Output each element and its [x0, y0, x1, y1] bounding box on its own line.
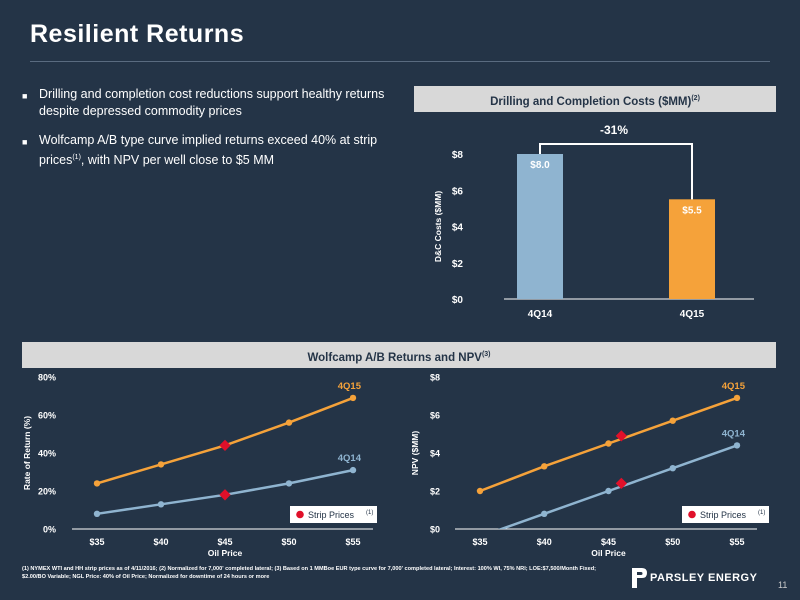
footnote: (1) NYMEX WTI and HH strip prices as of … [22, 566, 597, 580]
y-tick-label: $4 [430, 449, 440, 459]
x-tick-label: 4Q15 [680, 309, 705, 320]
strip-price-marker [219, 489, 231, 501]
x-tick-label: $55 [729, 537, 744, 547]
y-tick-label: 40% [38, 449, 56, 459]
y-tick-label: $8 [430, 373, 440, 383]
y-tick-label: 20% [38, 487, 56, 497]
data-point [157, 501, 165, 508]
bar-4q14 [517, 154, 563, 299]
square-bullet-icon: ■ [22, 137, 28, 147]
y-tick-label: $0 [452, 295, 464, 306]
x-tick-label: $50 [665, 537, 680, 547]
x-tick-label: $35 [89, 537, 104, 547]
legend-marker [688, 510, 696, 519]
legend-marker [296, 510, 304, 519]
bullet-item: ■ Wolfcamp A/B type curve implied return… [22, 132, 387, 169]
x-tick-label: $40 [537, 537, 552, 547]
wolfcamp-header: Wolfcamp A/B Returns and NPV(3) [22, 342, 776, 368]
bar-value-label: $5.5 [682, 205, 702, 216]
x-axis-label: Oil Price [591, 548, 626, 558]
strip-price-marker [615, 477, 628, 490]
x-tick-label: 4Q14 [528, 309, 553, 320]
y-tick-label: 60% [38, 411, 56, 421]
dc-costs-header: Drilling and Completion Costs ($MM)(2) [414, 86, 776, 112]
legend-box [682, 506, 769, 523]
company-logo: PARSLEY ENERGY [630, 566, 780, 590]
y-tick-label: $8 [452, 150, 464, 161]
y-axis-label: D&C Costs ($MM) [433, 191, 443, 262]
bullet-list: ■ Drilling and completion cost reduction… [22, 86, 387, 181]
title-divider [30, 61, 770, 62]
y-tick-label: $6 [430, 411, 440, 421]
legend-label: Strip Prices [700, 510, 747, 520]
y-tick-label: 80% [38, 373, 56, 383]
legend-footnote-ref: (1) [366, 510, 373, 516]
parsley-logo-icon [632, 568, 647, 588]
bar-value-label: $8.0 [530, 160, 550, 171]
bullet-item: ■ Drilling and completion cost reduction… [22, 86, 387, 120]
y-tick-label: $6 [452, 186, 464, 197]
logo-text: PARSLEY ENERGY [650, 572, 758, 584]
y-axis-label: NPV ($MM) [410, 431, 420, 476]
data-point [93, 510, 101, 517]
y-tick-label: $2 [452, 259, 464, 270]
bullet-text: Wolfcamp A/B type curve implied returns … [39, 133, 378, 168]
data-point [669, 465, 676, 472]
page-title: Resilient Returns [30, 20, 245, 48]
x-tick-label: $40 [153, 537, 168, 547]
y-tick-label: $4 [452, 223, 464, 234]
ror-chart: 0% 20% 40% 60% 80% $35 $40 $45 $50 $55 Oil Price Ra… [22, 373, 377, 558]
x-axis-label: Oil Price [208, 548, 243, 558]
series-label: 4Q14 [338, 453, 362, 464]
legend-box [290, 506, 377, 523]
y-axis-label: Rate of Return (%) [22, 416, 32, 490]
y-tick-label: $0 [430, 525, 440, 535]
series-label: 4Q15 [722, 381, 746, 392]
data-point [605, 487, 612, 495]
y-tick-label: 0% [43, 525, 56, 535]
series-label: 4Q15 [338, 381, 362, 392]
dc-costs-chart: $0 $2 $4 $6 $8 D&C Costs ($MM) $8.0 4Q14 $5.5 4Q1… [433, 123, 754, 320]
page-number: 11 [778, 580, 788, 590]
data-point [605, 440, 612, 447]
change-annotation: -31% [600, 123, 628, 137]
strip-price-marker [615, 430, 628, 442]
x-tick-label: $35 [472, 537, 487, 547]
data-point [669, 417, 676, 424]
legend-label: Strip Prices [308, 510, 355, 520]
y-tick-label: $2 [430, 487, 440, 497]
change-bracket [539, 143, 693, 200]
x-tick-label: $50 [281, 537, 296, 547]
x-tick-label: $55 [345, 537, 360, 547]
data-point [285, 480, 293, 487]
series-label: 4Q14 [722, 428, 746, 439]
x-tick-label: $45 [601, 537, 616, 547]
data-point [157, 461, 165, 468]
data-point [285, 419, 293, 426]
strip-price-marker [219, 439, 231, 452]
data-point [733, 394, 741, 402]
npv-chart: $0 $2 $4 $6 $8 $35 $40 $45 $50 $55 Oil Price NPV ($… [410, 373, 769, 558]
bullet-text: Drilling and completion cost reductions … [39, 87, 385, 118]
data-point [733, 442, 741, 449]
data-point [476, 487, 484, 495]
x-tick-label: $45 [217, 537, 232, 547]
square-bullet-icon: ■ [22, 91, 28, 101]
data-point [541, 510, 548, 517]
data-point [93, 480, 101, 487]
bar-4q15 [669, 199, 715, 299]
data-point [349, 394, 357, 402]
data-point [349, 466, 357, 474]
data-point [541, 463, 548, 470]
legend-footnote-ref: (1) [758, 510, 765, 516]
footnote-ref: (1) [72, 154, 81, 161]
